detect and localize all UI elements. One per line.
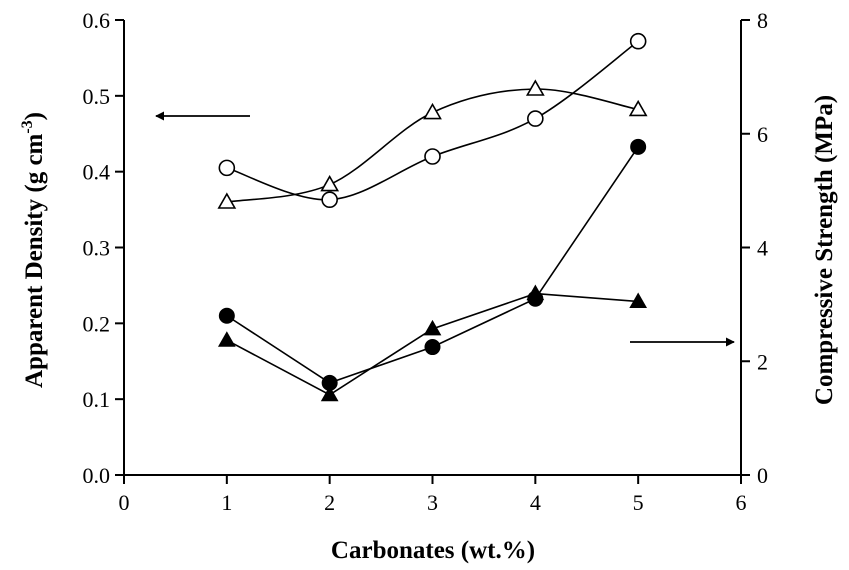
data-point-open-triangle (525, 79, 545, 96)
x-tick-label: 3 (427, 490, 438, 515)
y-right-tick-label: 2 (757, 349, 768, 374)
y-left-tick-label: 0.1 (83, 387, 111, 412)
data-point-open-circle (321, 191, 338, 209)
y-left-tick-label: 0.0 (83, 463, 111, 488)
data-point-open-triangle (628, 99, 648, 117)
y-right-tick-label: 4 (757, 236, 768, 261)
x-tick-label: 1 (221, 490, 232, 515)
y-right-tick-label: 8 (757, 8, 768, 33)
y-axis-left-title-main: Apparent Density (g cm (21, 133, 48, 388)
data-point-filled-circle (630, 138, 647, 155)
y-axis-left-title-sup: -3 (19, 120, 36, 133)
data-point-open-triangle (217, 192, 237, 209)
data-point-open-triangle (423, 102, 442, 120)
data-point-filled-triangle (526, 284, 545, 301)
y-right-tick-label: 0 (757, 463, 768, 488)
x-tick-label: 2 (324, 490, 335, 515)
data-point-filled-triangle (629, 292, 648, 309)
data-point-open-triangle (320, 174, 340, 192)
y-left-tick-label: 0.6 (83, 8, 111, 33)
axes: 0 1 2 3 4 5 6 0.0 0.1 0.2 0.3 0.4 0.5 0.6 0 2 4 6 8 (83, 8, 769, 515)
y-left-tick-label: 0.4 (83, 160, 111, 185)
annotations-layer (155, 111, 735, 347)
data-point-open-circle (629, 32, 647, 50)
series-line (226, 40, 639, 201)
data-point-open-circle (424, 148, 441, 165)
x-tick-label: 4 (530, 490, 541, 515)
y-right-tick-label: 6 (757, 122, 768, 147)
y-axis-left-title: Apparent Density (g cm-3) (19, 112, 48, 388)
y-left-tick-label: 0.3 (83, 236, 111, 261)
x-tick-label: 5 (633, 490, 644, 515)
series-layer (217, 32, 648, 402)
x-tick-label: 6 (736, 490, 747, 515)
series-filled-circle (218, 138, 647, 391)
series-filled-triangle (217, 284, 648, 402)
y-axis-left-title-close: ) (21, 112, 48, 120)
data-point-open-circle (218, 159, 236, 177)
x-axis-title: Carbonates (wt.%) (331, 537, 535, 564)
y-left-tick-label: 0.2 (83, 311, 111, 336)
data-point-filled-circle (424, 339, 441, 356)
x-tick-label: 0 (119, 490, 130, 515)
series-open-triangle (217, 79, 648, 209)
data-point-open-circle (527, 110, 544, 127)
data-point-filled-triangle (217, 331, 236, 347)
data-point-filled-circle (218, 307, 235, 324)
data-point-filled-triangle (423, 319, 442, 336)
y-left-tick-label: 0.5 (83, 84, 111, 109)
data-point-filled-triangle (320, 385, 339, 402)
series-open-circle (218, 32, 647, 209)
y-axis-right-title: Compressive Strength (MPa) (811, 95, 838, 405)
